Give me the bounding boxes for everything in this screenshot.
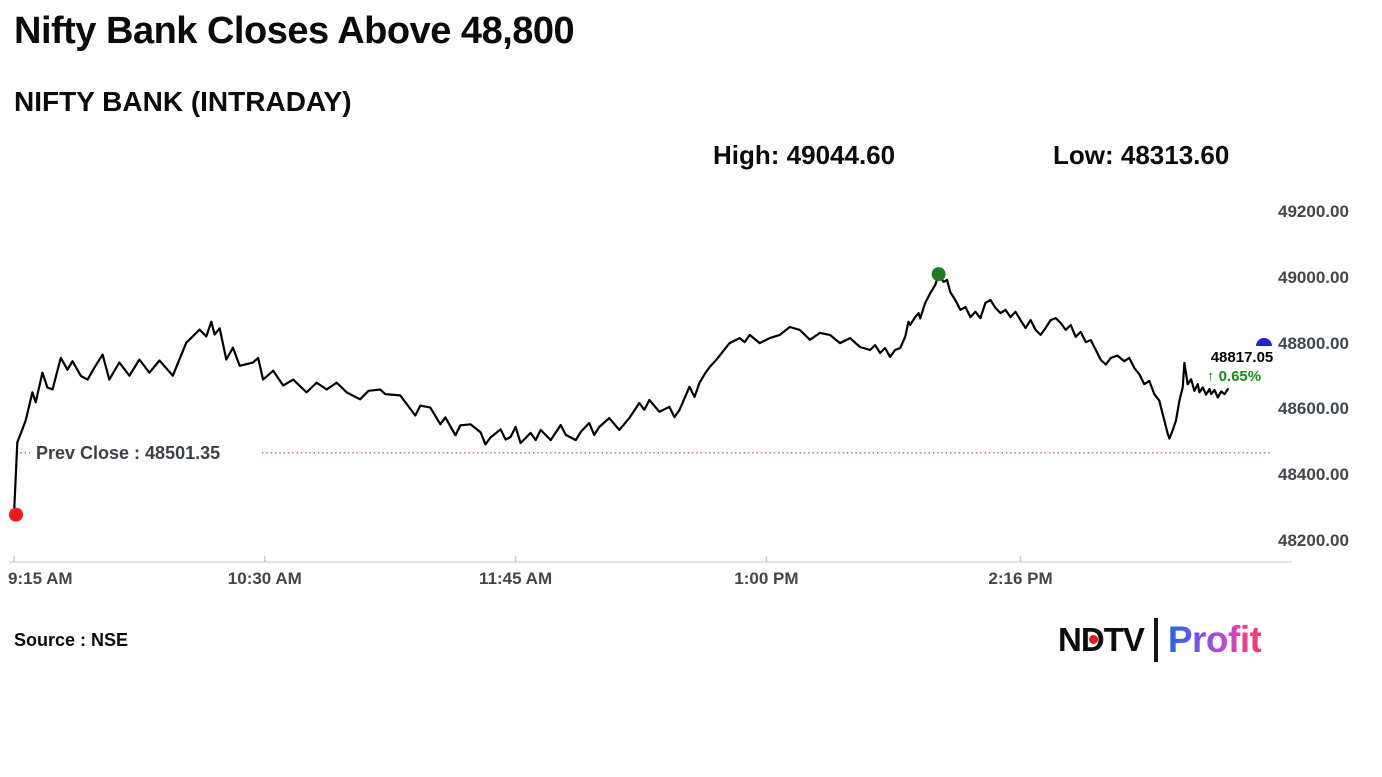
ndtv-red-dot-icon xyxy=(1088,635,1098,644)
ndtv-profit-logo: NDTV Profit xyxy=(1058,612,1262,668)
open-low-dot xyxy=(9,507,23,522)
change-percent-label: ↑ 0.65% xyxy=(1192,368,1276,386)
x-axis-label: 9:15 AM xyxy=(8,569,73,588)
y-axis-label: 48400.00 xyxy=(1278,465,1349,485)
source-label: Source : NSE xyxy=(14,630,129,650)
logo-divider xyxy=(1153,618,1158,662)
close-price-marker xyxy=(1256,338,1272,346)
y-axis-label: 49200.00 xyxy=(1278,202,1349,221)
ndtv-wordmark: NDTV xyxy=(1058,621,1145,659)
prev-close-label: Prev Close : 48501.35 xyxy=(36,443,221,463)
change-percent-value: 0.65% xyxy=(1218,368,1262,385)
y-axis-label: 48200.00 xyxy=(1278,531,1349,550)
x-axis-label: 10:30 AM xyxy=(227,569,302,588)
y-axis-label: 48600.00 xyxy=(1278,399,1349,419)
y-axis-label: 49000.00 xyxy=(1278,267,1349,287)
ndtv-letter-n: N xyxy=(1058,621,1082,658)
day-high-stat: High: 49044.60 xyxy=(713,140,896,170)
price-series-line xyxy=(12,273,1230,516)
x-axis-label: 1:00 PM xyxy=(734,569,799,588)
x-axis-label: 2:16 PM xyxy=(988,569,1053,588)
up-arrow-icon: ↑ xyxy=(1206,368,1215,385)
day-low-stat: Low: 48313.60 xyxy=(1053,140,1230,170)
profit-wordmark: Profit xyxy=(1167,619,1262,660)
last-price-label: 48817.05 xyxy=(1210,349,1274,366)
page-title: Nifty Bank Closes Above 48,800 xyxy=(14,10,575,52)
y-axis-label: 48800.00 xyxy=(1278,333,1349,353)
chart-subtitle: NIFTY BANK (INTRADAY) xyxy=(14,86,352,117)
ndtv-letters-tv: TV xyxy=(1103,621,1145,658)
x-axis-label: 11:45 AM xyxy=(479,569,553,588)
day-high-dot xyxy=(931,267,946,282)
